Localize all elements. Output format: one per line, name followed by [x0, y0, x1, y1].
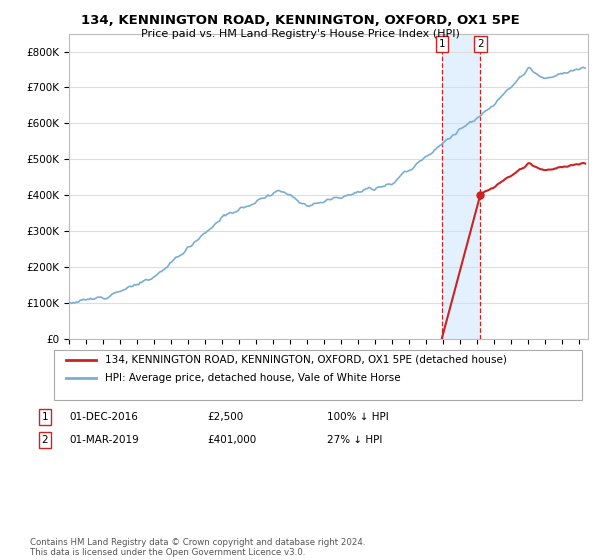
Text: 01-DEC-2016: 01-DEC-2016: [69, 412, 138, 422]
Bar: [442, 34, 480, 339]
Text: 01-MAR-2019: 01-MAR-2019: [69, 435, 139, 445]
Text: Price paid vs. HM Land Registry's House Price Index (HPI): Price paid vs. HM Land Registry's House …: [140, 29, 460, 39]
Text: 1: 1: [439, 39, 445, 49]
Text: 1: 1: [41, 412, 49, 422]
Text: 100% ↓ HPI: 100% ↓ HPI: [327, 412, 389, 422]
Text: 2: 2: [477, 39, 484, 49]
Text: 2: 2: [41, 435, 49, 445]
Text: 134, KENNINGTON ROAD, KENNINGTON, OXFORD, OX1 5PE (detached house): 134, KENNINGTON ROAD, KENNINGTON, OXFORD…: [105, 354, 507, 365]
Text: 27% ↓ HPI: 27% ↓ HPI: [327, 435, 382, 445]
Text: Contains HM Land Registry data © Crown copyright and database right 2024.
This d: Contains HM Land Registry data © Crown c…: [30, 538, 365, 557]
Text: 134, KENNINGTON ROAD, KENNINGTON, OXFORD, OX1 5PE: 134, KENNINGTON ROAD, KENNINGTON, OXFORD…: [80, 14, 520, 27]
Text: £2,500: £2,500: [207, 412, 243, 422]
Text: HPI: Average price, detached house, Vale of White Horse: HPI: Average price, detached house, Vale…: [105, 373, 401, 383]
Text: £401,000: £401,000: [207, 435, 256, 445]
